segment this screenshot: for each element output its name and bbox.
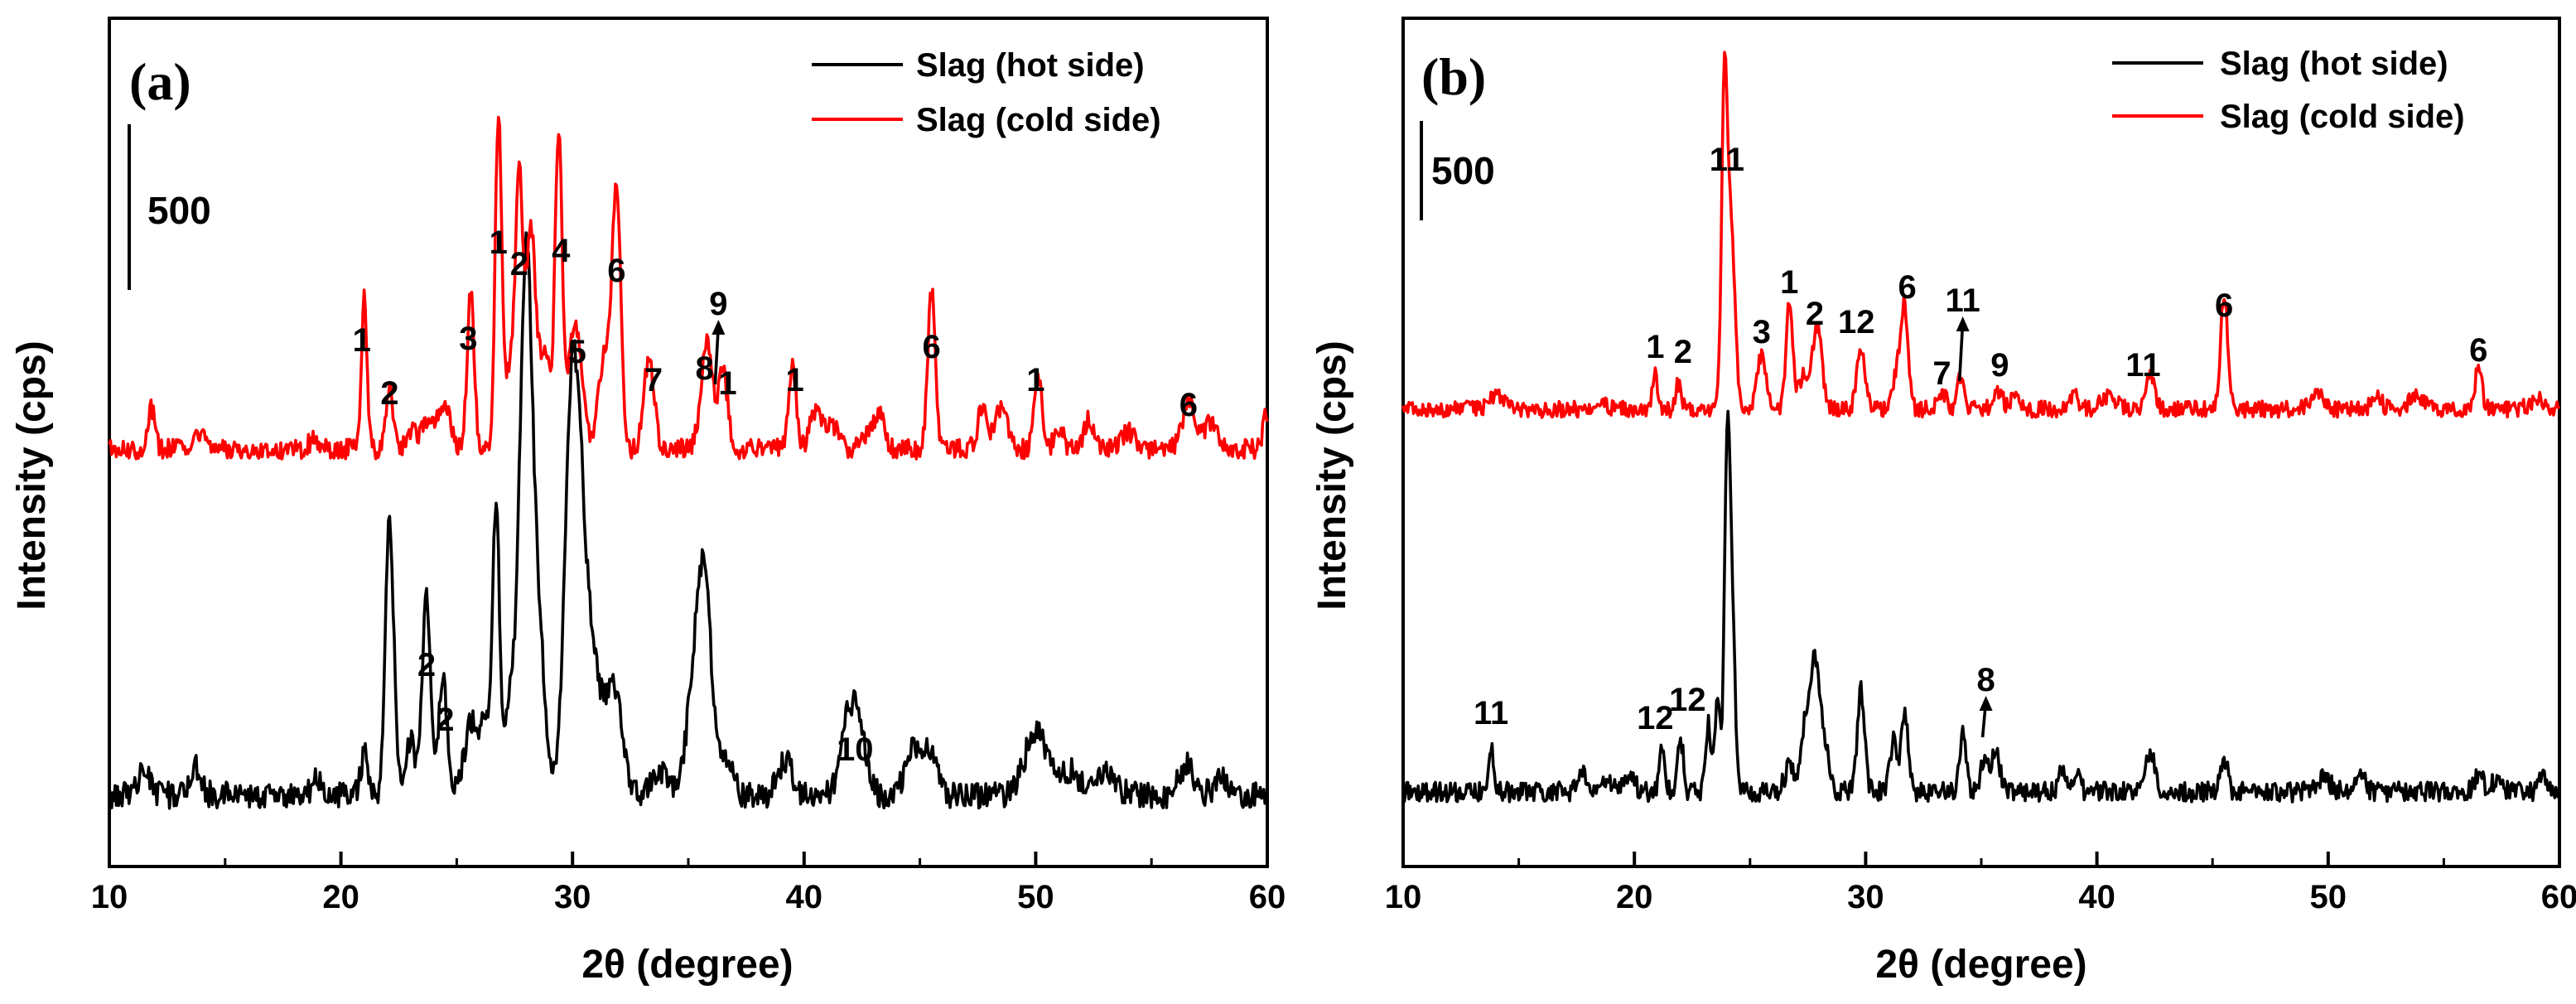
- scale-bar-label: 500: [147, 189, 211, 232]
- peak-label: 3: [459, 321, 477, 357]
- panel-label: (a): [129, 52, 191, 111]
- x-tick-label: 10: [91, 879, 128, 915]
- legend-label-cold: Slag (cold side): [2220, 99, 2465, 135]
- x-tick-label: 40: [2078, 879, 2115, 915]
- peak-label: 2: [436, 702, 454, 738]
- peak-label: 8: [1976, 662, 1995, 698]
- peak-label: 1: [353, 322, 371, 359]
- peak-label: 5: [568, 334, 586, 370]
- x-axis-title: 2θ (degree): [581, 943, 793, 987]
- x-tick-label: 40: [786, 879, 823, 915]
- scale-bar-label: 500: [1431, 149, 1495, 192]
- peak-label: 1: [718, 365, 736, 402]
- peak-label: 1: [1026, 362, 1044, 398]
- peak-label: 2: [417, 647, 436, 683]
- peak-label: 6: [607, 253, 625, 289]
- peak-label: 7: [644, 362, 663, 398]
- x-tick-label: 30: [1847, 879, 1884, 915]
- peak-label: 11: [1474, 695, 1508, 731]
- peak-label: 9: [1990, 347, 2009, 384]
- peak-label: 2: [510, 246, 528, 282]
- peak-label: 12: [1637, 700, 1674, 736]
- peak-label: 7: [1932, 355, 1951, 392]
- peak-label: 11: [1710, 142, 1744, 178]
- legend-label-cold: Slag (cold side): [916, 102, 1161, 138]
- x-axis-ticks: 10 20 30 40 50 60: [1385, 852, 2576, 915]
- peak-label: 11: [1946, 282, 1980, 319]
- peak-label: 8: [695, 350, 713, 387]
- peak-label: 9: [709, 286, 727, 322]
- peak-label: 3: [1753, 314, 1771, 350]
- peak-label: 2: [1674, 334, 1692, 370]
- peak-label: 6: [922, 329, 940, 365]
- peak-label: 6: [2215, 287, 2233, 324]
- peak-arrow-head: [1979, 696, 1993, 711]
- series-line-hot-side: [108, 231, 1269, 810]
- peak-label: 11: [2125, 347, 2160, 384]
- series-line-hot-side: [1401, 409, 2561, 804]
- x-tick-label: 20: [322, 879, 359, 915]
- legend-label-hot: Slag (hot side): [2220, 46, 2448, 82]
- x-tick-label: 50: [2310, 879, 2347, 915]
- peak-label: 1: [1646, 329, 1664, 365]
- peak-label: 2: [1806, 296, 1824, 332]
- panel-label: (b): [1421, 47, 1486, 106]
- series-line-cold-side: [1401, 51, 2561, 419]
- x-tick-label: 60: [1249, 879, 1286, 915]
- peak-label: 10: [837, 731, 874, 768]
- y-axis-title: Intensity (cps): [10, 340, 54, 610]
- peak-label: 12: [1669, 682, 1706, 718]
- peak-label: 6: [2469, 332, 2487, 369]
- peak-label: 1: [785, 362, 803, 398]
- peak-label: 6: [1179, 387, 1198, 423]
- x-tick-label: 20: [1616, 879, 1653, 915]
- peak-label: 6: [1898, 269, 1917, 306]
- peak-arrow-head: [712, 320, 726, 335]
- peak-label: 1: [490, 224, 508, 261]
- peak-label: 12: [1838, 304, 1875, 340]
- plot-frame: [1401, 17, 2561, 868]
- x-tick-label: 60: [2541, 879, 2576, 915]
- x-axis-ticks: 10 20 30 40 50 60: [91, 852, 1286, 915]
- x-tick-label: 10: [1385, 879, 1422, 915]
- peak-label: 1: [1780, 264, 1798, 301]
- x-axis-title: 2θ (degree): [1875, 943, 2086, 987]
- y-axis-title: Intensity (cps): [1310, 340, 1354, 610]
- series-layer: [1401, 51, 2561, 804]
- x-tick-label: 30: [554, 879, 591, 915]
- legend-label-hot: Slag (hot side): [916, 47, 1145, 84]
- peak-label: 2: [380, 375, 398, 412]
- peak-arrow-head: [1956, 316, 1970, 331]
- x-tick-label: 50: [1017, 879, 1054, 915]
- peak-label: 4: [552, 233, 571, 269]
- series-line-cold-side: [108, 115, 1269, 461]
- series-layer: [108, 115, 1269, 810]
